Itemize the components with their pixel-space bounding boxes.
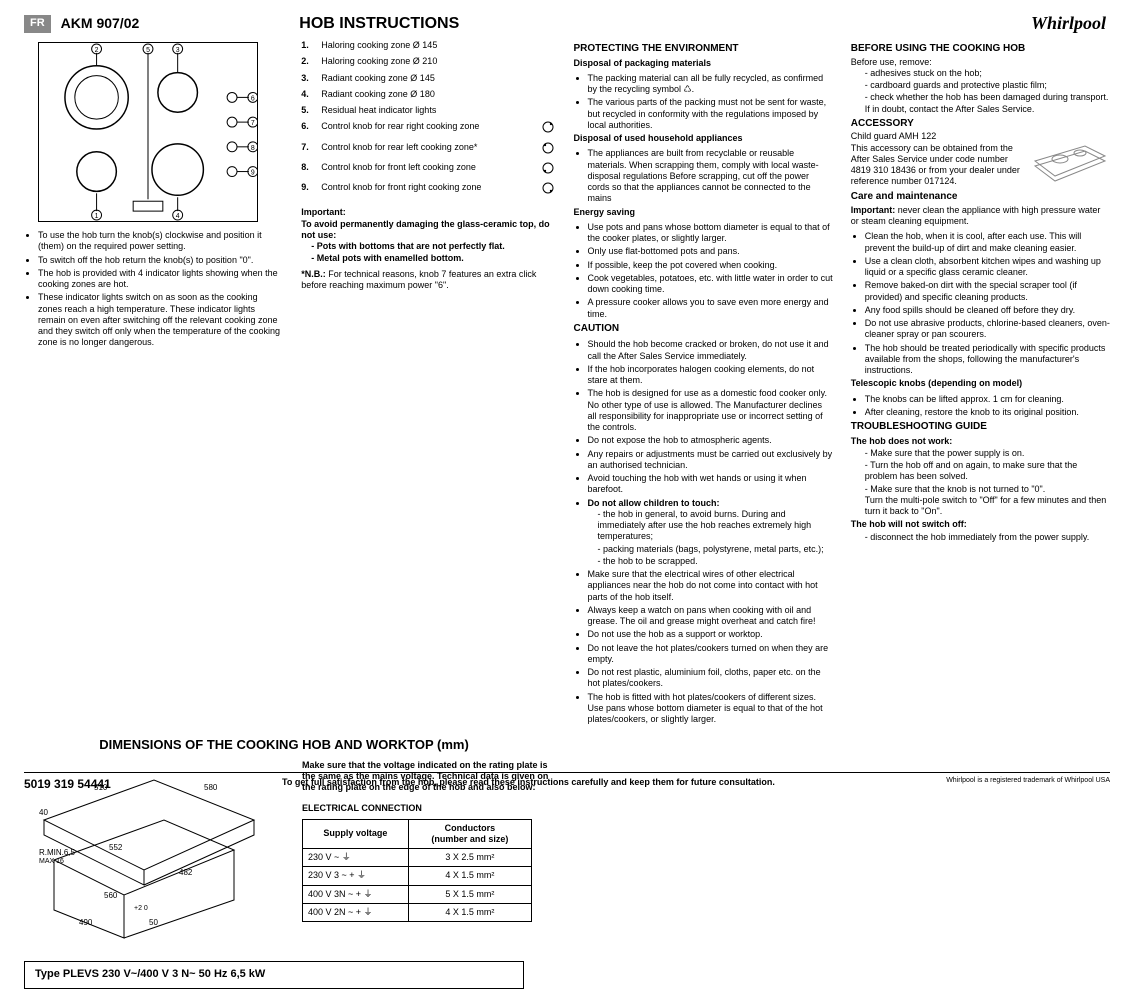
knob-icon [542,182,556,197]
usage-item: To use the hob turn the knob(s) clockwis… [38,230,283,253]
caution-heading: CAUTION [574,323,833,336]
svg-text:490: 490 [79,918,93,927]
troubleshooting-heading: TROUBLESHOOTING GUIDE [851,421,1110,434]
svg-text:8: 8 [251,145,255,152]
svg-text:6: 6 [251,95,255,102]
care-lead: Important: never clean the appliance wit… [851,205,1110,228]
usage-item: The hob is provided with 4 indicator lig… [38,268,283,291]
knob-icon [542,121,556,136]
telescopic-heading: Telescopic knobs (depending on model) [851,378,1110,389]
knob-icon [542,142,556,157]
before-use-heading: BEFORE USING THE COOKING HOB [851,43,1110,56]
disposal-appliances-heading: Disposal of used household appliances [574,133,833,144]
svg-text:MAX 16: MAX 16 [39,858,64,865]
accessory-diagram [1030,131,1110,191]
disposal-packaging-list: The packing material can all be fully re… [574,73,833,131]
disposal-packaging-heading: Disposal of packaging materials [574,58,833,69]
svg-text:5: 5 [146,47,150,54]
elec-title: ELECTRICAL CONNECTION [302,803,557,814]
electrical-table: Supply voltage Conductors (number and si… [302,819,532,923]
energy-heading: Energy saving [574,207,833,218]
svg-text:2: 2 [95,47,99,54]
footer-message: To get full satisfaction from the hob, p… [111,777,946,788]
important-nb: *N.B.: For technical reasons, knob 7 fea… [301,269,555,292]
page-title: HOB INSTRUCTIONS [299,14,459,34]
important-lead: To avoid permanently damaging the glass-… [301,219,555,242]
zone-legend: 1.Haloring cooking zone Ø 145 2.Haloring… [301,40,555,197]
svg-text:7: 7 [251,120,255,127]
footer: 5019 319 54441 To get full satisfaction … [24,772,1110,792]
env-heading: PROTECTING THE ENVIRONMENT [574,43,833,56]
usage-item: These indicator lights switch on as soon… [38,292,283,348]
model-number: AKM 907/02 [61,15,140,33]
svg-text:40: 40 [39,808,48,817]
trademark-notice: Whirlpool is a registered trademark of W… [946,777,1110,786]
svg-text:50: 50 [149,918,158,927]
part-number: 5019 319 54441 [24,777,111,792]
svg-text:552: 552 [109,843,123,852]
knob-icon [542,162,556,177]
svg-text:3: 3 [176,47,180,54]
svg-text:1: 1 [95,213,99,220]
brand-logo: Whirlpool [1031,12,1106,35]
language-badge: FR [24,15,51,33]
accessory-heading: ACCESSORY [851,118,1110,131]
dimensions-title: DIMENSIONS OF THE COOKING HOB AND WORKTO… [24,737,544,753]
important-list: Pots with bottoms that are not perfectly… [301,241,555,265]
svg-text:560: 560 [104,891,118,900]
header: FR AKM 907/02 HOB INSTRUCTIONS [24,14,1110,34]
svg-text:R.MIN.6,5: R.MIN.6,5 [39,848,76,857]
type-rating: Type PLEVS 230 V~/400 V 3 N~ 50 Hz 6,5 k… [24,961,524,989]
svg-text:482: 482 [179,868,193,877]
hob-top-diagram: 2 5 3 1 4 6 7 8 9 [38,42,258,222]
usage-item: To switch off the hob return the knob(s)… [38,255,283,266]
important-title: Important: [301,207,555,218]
svg-text:4: 4 [176,213,180,220]
svg-text:+2 0: +2 0 [134,905,148,912]
svg-text:9: 9 [251,170,255,177]
usage-list: To use the hob turn the knob(s) clockwis… [24,230,283,349]
care-heading: Care and maintenance [851,191,1110,204]
